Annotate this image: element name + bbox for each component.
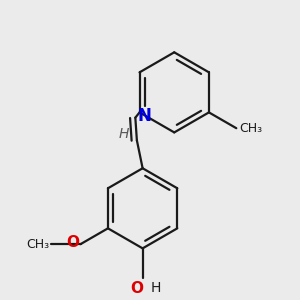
Text: H: H (119, 127, 130, 141)
Text: CH₃: CH₃ (26, 238, 49, 250)
Text: H: H (151, 281, 161, 295)
Text: O: O (131, 281, 144, 296)
Text: CH₃: CH₃ (239, 122, 262, 135)
Text: N: N (137, 106, 151, 124)
Text: O: O (67, 235, 80, 250)
